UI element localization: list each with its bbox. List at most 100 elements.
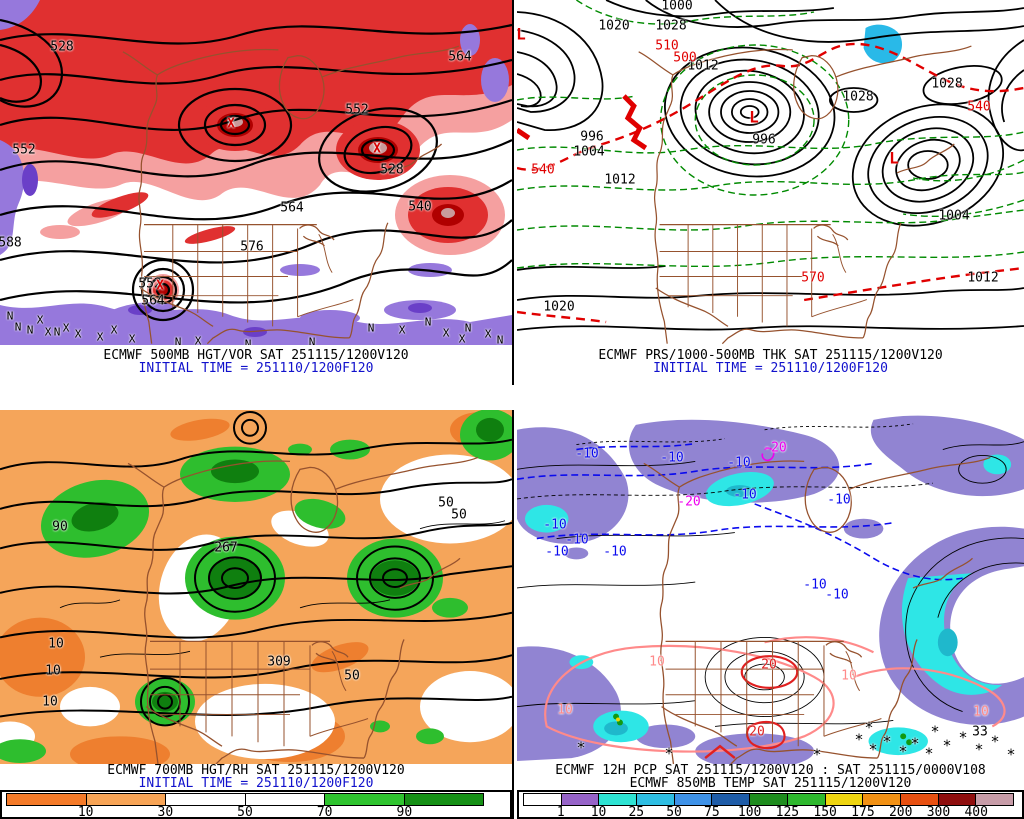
colorbar-segment bbox=[863, 794, 901, 805]
hot-temp-contours bbox=[704, 655, 799, 760]
extreme-pcp-specks bbox=[613, 713, 913, 746]
snow-symbol: * bbox=[958, 728, 968, 747]
rh-colorbar: 10 30 50 70 90 bbox=[0, 790, 512, 819]
snow-symbol: * bbox=[812, 745, 822, 764]
caption-mslp: ECMWF PRS/1000-500MB THK SAT 251115/1200… bbox=[517, 345, 1024, 385]
vort-max-x: X bbox=[128, 332, 136, 346]
colorbar-tick: 75 bbox=[704, 805, 720, 819]
contour-label: 1020 bbox=[598, 18, 630, 34]
vort-max-x: X bbox=[110, 323, 118, 337]
low-center: L bbox=[749, 107, 759, 127]
vort-max-x: X bbox=[62, 321, 70, 335]
contour-label: -10 bbox=[827, 492, 851, 508]
vort-min-n: N bbox=[6, 309, 14, 323]
caption-mslp-line1: ECMWF PRS/1000-500MB THK SAT 251115/1200… bbox=[598, 348, 943, 363]
snow-symbol: * bbox=[990, 732, 1000, 751]
vort-min-n: N bbox=[308, 335, 316, 346]
neg-vorticity-shading bbox=[0, 0, 512, 345]
pcp-colorbar-segments bbox=[523, 793, 1014, 806]
height-contours bbox=[0, 18, 512, 322]
colorbar-tick: 50 bbox=[237, 805, 253, 819]
contour-label: 588 bbox=[0, 235, 22, 251]
colorbar-segment bbox=[561, 794, 600, 805]
vort-max-x: X bbox=[36, 313, 44, 327]
contour-label: -10 bbox=[603, 544, 627, 560]
pcp-colorbar-ticks: 1 10 25 50 75 100 125 150 175 200 300 400 bbox=[523, 806, 1014, 819]
colorbar-tick: 200 bbox=[888, 805, 913, 819]
snow-symbol: * bbox=[854, 730, 864, 749]
caption-pcp-line1: ECMWF 12H PCP SAT 251115/1200V120 : SAT … bbox=[555, 763, 986, 778]
colorbar-segment bbox=[86, 794, 166, 805]
caption-500mb-line1: ECMWF 500MB HGT/VOR SAT 251115/1200V120 bbox=[103, 348, 409, 363]
rh-colorbar-ticks: 10 30 50 70 90 bbox=[6, 806, 484, 819]
colorbar-segment bbox=[976, 794, 1013, 805]
contour-label: 1000 bbox=[661, 0, 693, 14]
critical-thickness-contours bbox=[517, 42, 1024, 324]
vort-min-n: N bbox=[53, 325, 61, 339]
colorbar-segment bbox=[900, 794, 939, 805]
colorbar-segment bbox=[245, 794, 325, 805]
colorbar-segment bbox=[637, 794, 675, 805]
contour-label: -10 bbox=[803, 577, 827, 593]
contour-label: 1028 bbox=[931, 76, 963, 92]
vort-max-x: X bbox=[373, 141, 381, 157]
heavy-pcp-shading bbox=[604, 485, 958, 736]
snow-symbol: * bbox=[868, 740, 878, 759]
contour-label: 50 bbox=[344, 668, 360, 684]
snow-symbol: * bbox=[576, 738, 586, 757]
contour-label: 1028 bbox=[655, 18, 687, 34]
vort-min-n: N bbox=[424, 315, 432, 329]
contour-label: 996 bbox=[752, 132, 776, 148]
contour-label: 564 bbox=[141, 293, 165, 309]
contour-label: 540 bbox=[967, 99, 991, 115]
colorbar-segment bbox=[674, 794, 713, 805]
contour-label: 10 bbox=[973, 704, 989, 720]
contour-label: -10 bbox=[733, 487, 757, 503]
contour-label: -10 bbox=[545, 544, 569, 560]
temp-contours bbox=[517, 423, 1024, 727]
contour-label: 33 bbox=[972, 724, 988, 740]
ice-shading bbox=[863, 24, 903, 64]
colorbar-tick: 10 bbox=[590, 805, 607, 819]
colorbar-tick: 1 bbox=[556, 805, 565, 819]
contour-label: 1020 bbox=[543, 299, 575, 315]
contour-label: 10 bbox=[45, 663, 61, 679]
colorbar-segment bbox=[325, 794, 405, 805]
colorbar-tick: 25 bbox=[628, 805, 645, 819]
contour-label: 20 bbox=[761, 657, 777, 673]
subzero-temp-contours bbox=[517, 442, 963, 581]
map-art-mslp-thickness bbox=[517, 0, 1024, 345]
contour-label: -10 bbox=[727, 455, 751, 471]
contour-label: 50 bbox=[451, 507, 467, 523]
vort-max-x: X bbox=[74, 327, 82, 341]
vort-max-x: X bbox=[484, 327, 492, 341]
snow-symbol: * bbox=[664, 744, 674, 763]
colorbar-segment bbox=[524, 794, 562, 805]
vort-max-x: X bbox=[96, 330, 104, 344]
contour-label: 10 bbox=[557, 702, 573, 718]
contour-label: -20 bbox=[677, 494, 701, 510]
snow-symbol: * bbox=[882, 732, 892, 751]
colorbar-tick: 10 bbox=[77, 805, 94, 819]
contour-label: 1004 bbox=[938, 208, 970, 224]
vort-max-x: X bbox=[442, 326, 450, 340]
height-contours-700mb bbox=[0, 410, 512, 727]
contour-label: 552 bbox=[12, 142, 36, 158]
colorbar-segment bbox=[404, 794, 483, 805]
contour-label: 564 bbox=[448, 49, 472, 65]
contour-label: 10 bbox=[48, 636, 64, 652]
contour-label: 10 bbox=[42, 694, 58, 710]
front-symbols bbox=[517, 94, 648, 151]
caption-700mb-line1: ECMWF 700MB HGT/RH SAT 251115/1200V120 bbox=[107, 763, 405, 778]
contour-label: -20 bbox=[763, 440, 787, 456]
contour-label: -10 bbox=[575, 446, 599, 462]
vorticity-core-gray bbox=[227, 117, 455, 218]
colorbar-segment bbox=[787, 794, 826, 805]
panel-700mb-hgt-rh: 90 267 309 50 50 50 10 10 10 ECMWF 700MB HGT/RH … bbox=[0, 410, 512, 819]
map-art-500mb-hgt-vor bbox=[0, 0, 512, 345]
contour-label: 10 bbox=[649, 654, 665, 670]
vort-max-x: X bbox=[398, 323, 406, 337]
snow-symbol: * bbox=[974, 740, 984, 759]
contour-label: -10 bbox=[660, 450, 684, 466]
caption-700mb-initial-time: INITIAL TIME = 251110/1200F120 bbox=[138, 776, 374, 791]
